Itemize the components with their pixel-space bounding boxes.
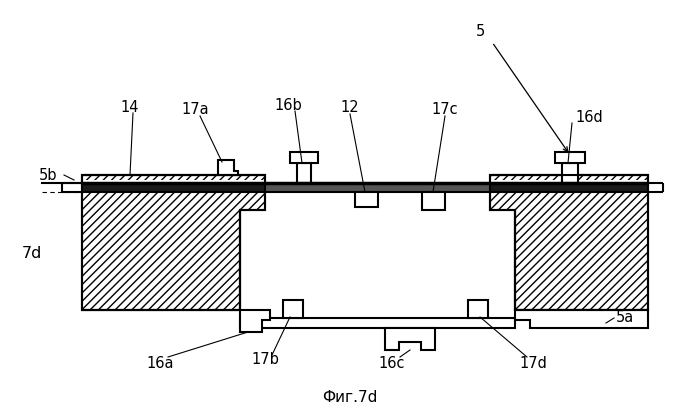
Text: 16b: 16b <box>274 97 302 112</box>
Bar <box>422 192 445 210</box>
Text: 16d: 16d <box>575 111 603 126</box>
Polygon shape <box>385 328 435 350</box>
Bar <box>468 300 488 318</box>
Polygon shape <box>218 160 238 175</box>
Bar <box>355 192 378 207</box>
Text: 16a: 16a <box>146 356 174 371</box>
Polygon shape <box>515 310 648 328</box>
Text: 5b: 5b <box>38 168 57 183</box>
Polygon shape <box>490 175 648 310</box>
Text: 14: 14 <box>120 101 139 116</box>
Polygon shape <box>240 310 270 332</box>
Bar <box>240 318 515 328</box>
Bar <box>82 180 265 183</box>
Bar <box>290 152 318 163</box>
Bar <box>490 180 648 183</box>
Bar <box>283 300 303 318</box>
Text: 5: 5 <box>475 25 484 40</box>
Bar <box>562 163 578 183</box>
Text: 17a: 17a <box>181 102 209 117</box>
Text: 5a: 5a <box>616 310 634 325</box>
Bar <box>297 163 311 183</box>
Polygon shape <box>82 175 265 310</box>
Bar <box>82 183 648 192</box>
Text: 16c: 16c <box>379 356 405 371</box>
Text: Фиг.7d: Фиг.7d <box>322 391 378 406</box>
Bar <box>555 152 585 163</box>
Text: 17d: 17d <box>519 356 547 371</box>
Text: 17b: 17b <box>251 352 279 367</box>
Text: 7d: 7d <box>22 245 43 260</box>
Text: 12: 12 <box>341 101 359 116</box>
Text: 17c: 17c <box>432 102 458 117</box>
Bar <box>265 183 490 192</box>
